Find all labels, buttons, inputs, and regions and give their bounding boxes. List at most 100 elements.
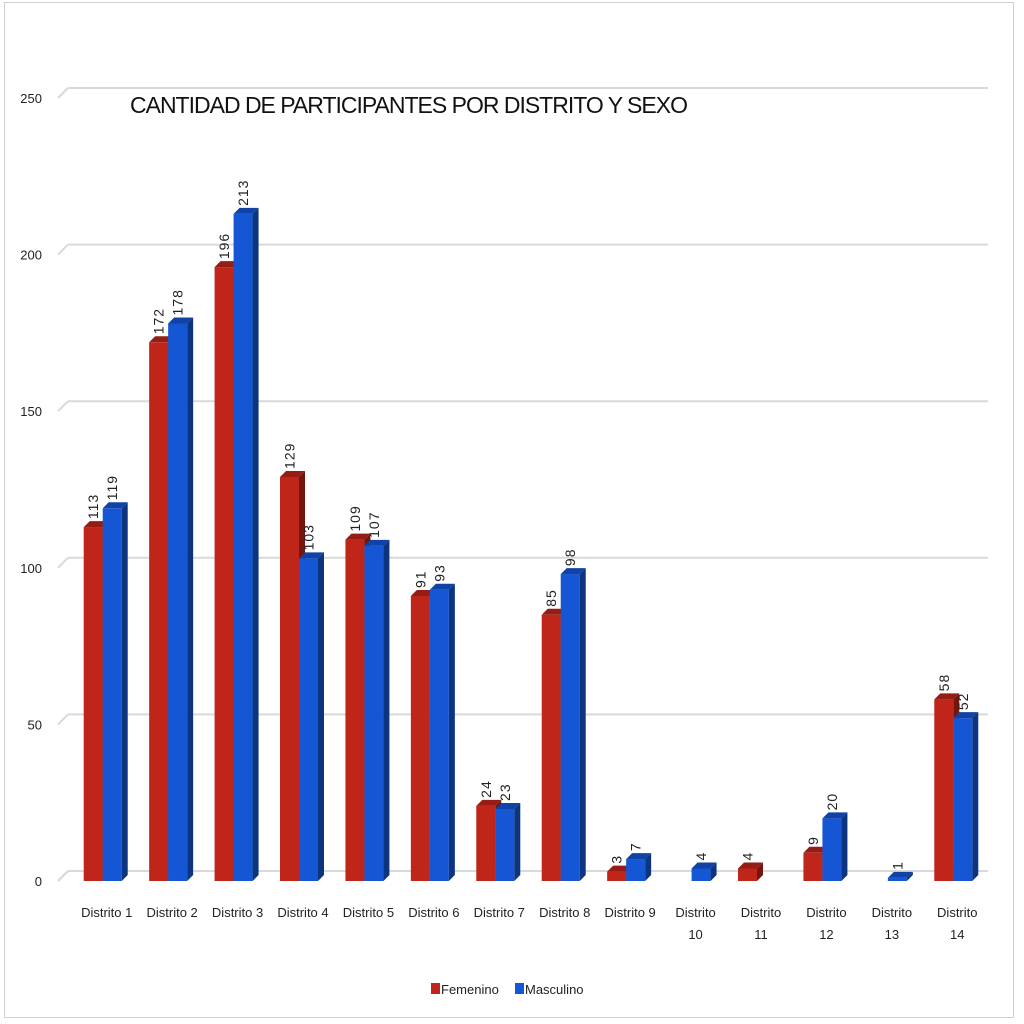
- bar-side: [906, 871, 913, 881]
- y-tick-label: 50: [28, 717, 42, 732]
- y-tick-label: 150: [20, 404, 42, 419]
- bar-side: [252, 207, 259, 881]
- gridline-depth: [57, 400, 69, 412]
- gridline-depth: [57, 713, 69, 726]
- gridline-depth: [57, 243, 69, 256]
- bar-femenino: [476, 805, 496, 881]
- bar-femenino: [934, 699, 954, 881]
- data-label: 129: [282, 443, 298, 469]
- y-axis: 0 50 100 150 200 250: [20, 91, 69, 889]
- bar-top: [887, 871, 913, 878]
- bar-top: [410, 589, 436, 596]
- bar-side: [757, 862, 763, 881]
- bar-femenino: [83, 527, 103, 881]
- data-label: 85: [543, 589, 559, 607]
- bar-side: [318, 552, 324, 881]
- x-axis: Distrito 1 Distrito 2 Distrito 3 Distrito 4…: [81, 905, 977, 942]
- bar-femenino: [149, 342, 169, 881]
- data-label: 4: [740, 852, 756, 861]
- data-label: 213: [235, 180, 251, 206]
- y-tick-label: 200: [20, 248, 42, 263]
- bar-femenino: [541, 614, 561, 881]
- bar-masculino: [691, 868, 711, 881]
- bar-top: [934, 693, 960, 700]
- bar-top: [607, 865, 633, 872]
- data-label: 98: [562, 548, 578, 566]
- bar-top: [299, 552, 324, 559]
- x-tick-label: 13: [885, 927, 899, 942]
- bar-masculino: [364, 545, 384, 881]
- bar-masculino: [299, 558, 318, 881]
- bar-top: [626, 853, 652, 860]
- bar-femenino: [607, 871, 627, 881]
- x-tick-label: Distrito: [806, 905, 846, 920]
- x-tick-label: Distrito 3: [212, 905, 263, 920]
- bar-top: [476, 799, 502, 806]
- bar-top: [102, 502, 128, 509]
- bar-side: [187, 317, 194, 881]
- data-label: 58: [936, 674, 952, 692]
- bar-femenino: [738, 868, 757, 881]
- bar-top: [214, 261, 240, 268]
- bar-masculino: [953, 718, 973, 881]
- bar-top: [345, 533, 371, 540]
- gridlines: [57, 87, 988, 882]
- bar-masculino: [626, 859, 646, 881]
- x-tick-label: 12: [819, 927, 833, 942]
- data-label: 1: [889, 861, 905, 870]
- bar-side: [448, 583, 455, 881]
- legend-label-femenino: Femenino: [441, 982, 499, 997]
- data-label: 93: [431, 564, 447, 582]
- bar-masculino: [495, 808, 515, 881]
- legend-label-masculino: Masculino: [525, 982, 584, 997]
- bar-top: [168, 317, 194, 324]
- x-tick-label: Distrito 4: [277, 905, 328, 920]
- data-label: 20: [824, 793, 840, 811]
- data-label: 23: [497, 783, 513, 801]
- bar-top: [953, 712, 979, 719]
- data-label: 109: [347, 505, 363, 531]
- x-tick-label: 11: [754, 927, 768, 942]
- bar-top: [233, 207, 259, 214]
- y-tick-label: 250: [20, 91, 42, 106]
- x-tick-label: Distrito 1: [81, 905, 132, 920]
- bar-side: [972, 712, 979, 881]
- x-tick-label: Distrito: [872, 905, 912, 920]
- bar-femenino: [803, 852, 823, 881]
- legend: Femenino Masculino: [431, 982, 584, 997]
- bar-masculino: [822, 818, 842, 881]
- bar-top: [495, 802, 521, 809]
- data-label: 172: [151, 308, 167, 334]
- x-tick-label: Distrito: [675, 905, 715, 920]
- data-label: 178: [170, 289, 186, 315]
- x-tick-label: Distrito 2: [146, 905, 197, 920]
- bar-masculino: [168, 323, 188, 881]
- bar-masculino: [887, 877, 907, 881]
- y-tick-label: 0: [35, 874, 42, 889]
- x-tick-label: Distrito 9: [604, 905, 655, 920]
- bar-masculino: [233, 213, 253, 881]
- bar-top: [822, 812, 848, 819]
- x-tick-label: 10: [688, 927, 702, 942]
- bar-top: [280, 470, 305, 477]
- bar-femenino: [345, 539, 365, 881]
- x-tick-label: Distrito 6: [408, 905, 459, 920]
- bar-top: [738, 862, 763, 869]
- bar-side: [710, 862, 717, 881]
- bar-top: [803, 846, 829, 853]
- x-tick-label: Distrito 7: [474, 905, 525, 920]
- bar-masculino: [429, 589, 449, 881]
- bar-masculino: [102, 508, 122, 881]
- bar-side: [121, 502, 128, 881]
- bar-side: [841, 812, 848, 881]
- data-label: 4: [693, 852, 709, 861]
- bar-top: [149, 336, 175, 343]
- legend-swatch-masculino: [515, 983, 524, 994]
- x-tick-label: Distrito 5: [343, 905, 394, 920]
- y-tick-label: 100: [20, 561, 42, 576]
- bar-top: [429, 583, 455, 590]
- bar-top: [560, 568, 586, 575]
- bar-side: [383, 539, 390, 881]
